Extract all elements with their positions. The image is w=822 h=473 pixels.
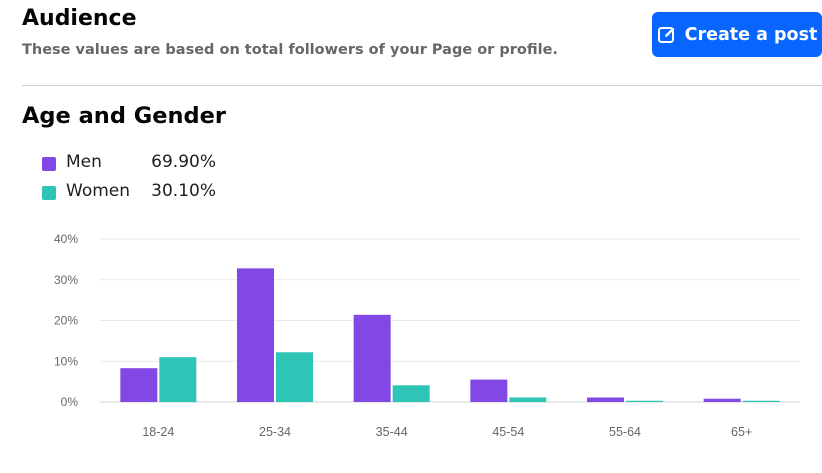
bar-men-18-24[interactable]: [120, 368, 158, 402]
bar-men-55-64[interactable]: [587, 397, 624, 402]
legend-value-women: 30.10%: [151, 181, 216, 201]
y-tick-label: 30%: [54, 273, 78, 287]
x-tick-label: 45-54: [492, 425, 524, 439]
x-tick-label: 65+: [731, 425, 752, 439]
bar-women-45-54[interactable]: [509, 397, 547, 402]
bar-women-18-24[interactable]: [159, 357, 197, 402]
bar-men-35-44[interactable]: [353, 314, 391, 402]
bar-men-45-54[interactable]: [470, 379, 508, 402]
bar-women-65+[interactable]: [742, 400, 780, 402]
create-post-label: Create a post: [684, 24, 818, 45]
header-subtitle: These values are based on total follower…: [22, 42, 558, 58]
legend-label-men: Men: [66, 152, 102, 172]
x-tick-label: 35-44: [376, 425, 408, 439]
y-tick-label: 20%: [54, 314, 78, 328]
legend-swatch-women: [42, 186, 56, 200]
x-tick-label: 25-34: [259, 425, 291, 439]
legend-label-women: Women: [66, 181, 131, 201]
divider: [22, 85, 822, 86]
bar-women-25-34[interactable]: [276, 352, 313, 402]
legend-item-men[interactable]: Men 69.90%: [42, 150, 242, 179]
legend-value-men: 69.90%: [151, 152, 216, 172]
edit-icon: [657, 25, 677, 45]
create-post-button[interactable]: Create a post: [652, 12, 822, 57]
bar-women-35-44[interactable]: [392, 385, 430, 402]
legend: Men 69.90% Women 30.10%: [42, 150, 242, 208]
section-title: Age and Gender: [22, 103, 226, 129]
legend-swatch-men: [42, 157, 56, 171]
y-tick-label: 0%: [61, 395, 79, 409]
header-title: Audience: [22, 6, 137, 31]
y-tick-label: 40%: [54, 232, 78, 246]
bar-men-65+[interactable]: [703, 398, 741, 402]
legend-item-women[interactable]: Women 30.10%: [42, 179, 242, 208]
y-tick-label: 10%: [54, 354, 78, 368]
bar-men-25-34[interactable]: [237, 268, 274, 402]
x-tick-label: 55-64: [609, 425, 641, 439]
bar-women-55-64[interactable]: [626, 400, 663, 402]
x-tick-label: 18-24: [142, 425, 174, 439]
